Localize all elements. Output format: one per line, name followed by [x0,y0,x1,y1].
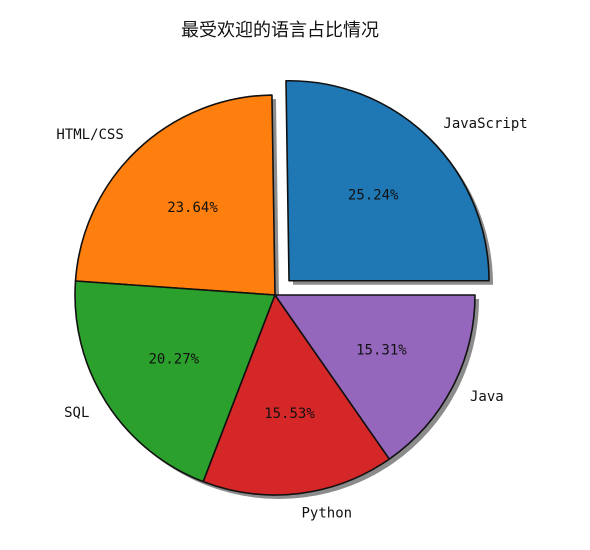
percent-label-python: 15.53% [264,406,315,422]
slice-label-python: Python [302,505,353,521]
slice-sql [74,280,276,483]
percent-label-java: 15.31% [356,343,407,359]
percent-label-html-css: 23.64% [167,200,218,216]
slice-label-html-css: HTML/CSS [56,127,123,143]
slice-labels: JavaScript HTML/CSS SQL Python Java [56,116,527,521]
slice-html-css [74,94,276,296]
watermark: https://blog.csdn.net/D_Ddd0701 [368,519,583,534]
slice-label-sql: SQL [64,405,89,421]
slice-java [274,294,476,460]
chart-title: 最受欢迎的语言占比情况 [181,20,379,41]
percent-labels: 25.24% 23.64% 20.27% 15.53% 15.31% [149,187,408,422]
slice-label-java: Java [470,389,504,405]
slice-label-javascript: JavaScript [443,116,527,132]
slice-javascript [285,79,490,282]
percent-label-javascript: 25.24% [348,187,399,203]
slices [74,79,490,496]
percent-label-sql: 20.27% [149,351,200,367]
slice-python [202,294,391,496]
